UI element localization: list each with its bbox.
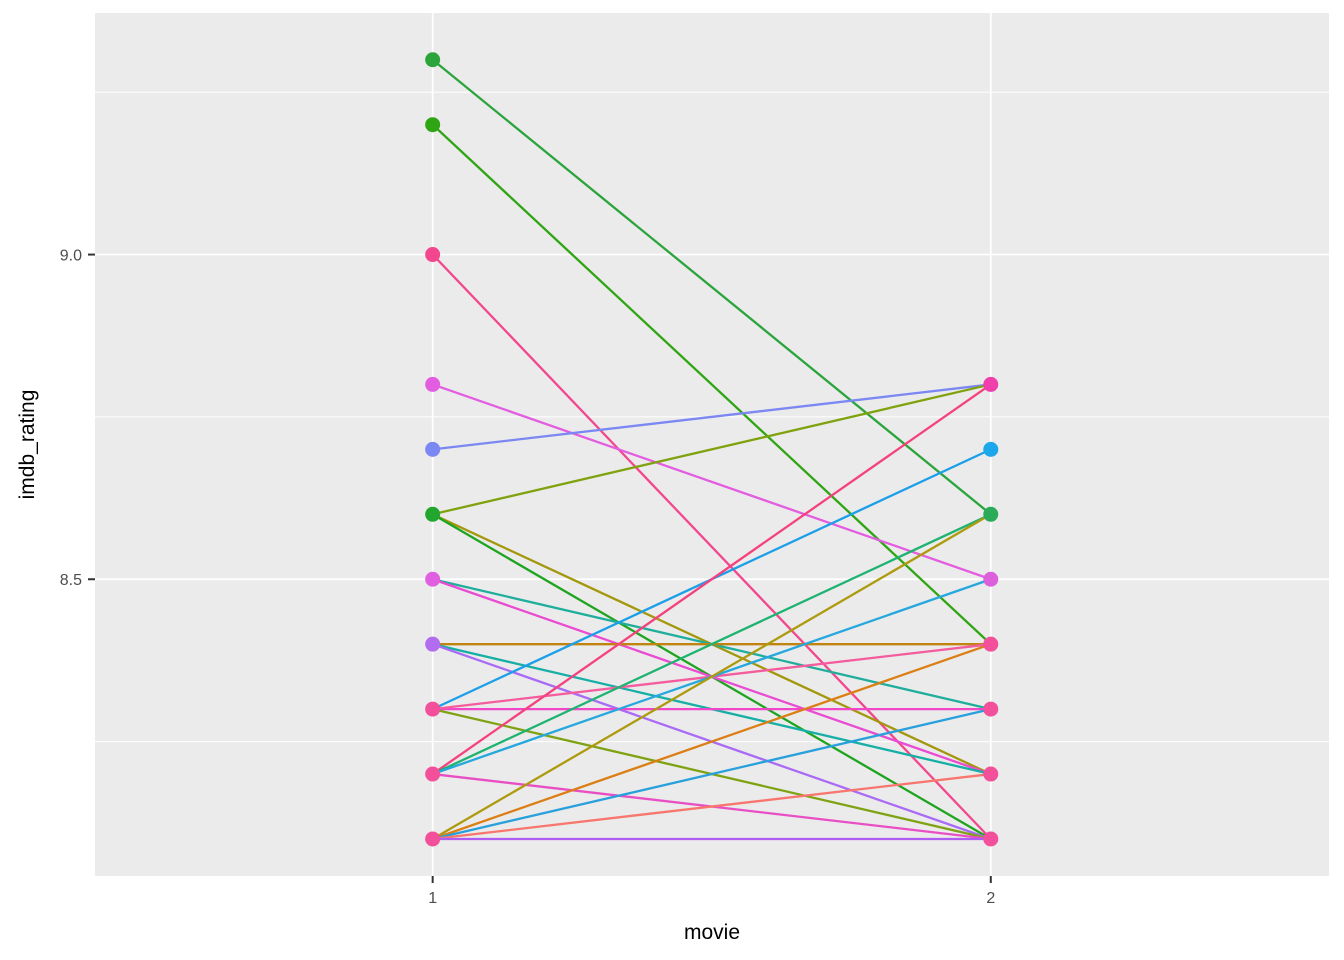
- data-point: [425, 52, 441, 68]
- y-axis-title: imdb_rating: [16, 390, 39, 500]
- data-point: [983, 701, 999, 717]
- series-line: [432, 383, 991, 451]
- data-point: [425, 701, 441, 717]
- data-point: [425, 247, 441, 263]
- data-point: [983, 376, 999, 392]
- data-point: [983, 636, 999, 652]
- series-line: [432, 513, 992, 840]
- axis-tick-labels: 1 2 9.0 8.5: [60, 248, 996, 907]
- x-axis-title: movie: [684, 921, 740, 944]
- data-point: [983, 766, 999, 782]
- panel-background: [95, 13, 1329, 876]
- series-line: [432, 707, 992, 841]
- y-tick-label: 9.0: [60, 248, 82, 265]
- data-point: [425, 571, 441, 587]
- x-tick-label: 2: [986, 890, 995, 907]
- series-line: [432, 513, 992, 776]
- x-tick-label: 1: [428, 890, 437, 907]
- data-points: [425, 52, 999, 847]
- axis-tick-marks: [88, 253, 992, 883]
- data-point: [425, 636, 441, 652]
- data-point: [983, 831, 999, 847]
- series-line: [432, 643, 992, 841]
- series-line: [432, 383, 992, 581]
- data-point: [425, 117, 441, 133]
- data-point: [425, 506, 441, 522]
- series-line: [431, 58, 992, 516]
- series-lines: [431, 58, 992, 841]
- y-tick-label: 8.5: [60, 572, 82, 589]
- data-point: [425, 441, 441, 457]
- series-line: [432, 383, 992, 775]
- data-point: [983, 571, 999, 587]
- data-point: [983, 506, 999, 522]
- data-point: [983, 441, 999, 457]
- data-point: [425, 766, 441, 782]
- data-point: [425, 831, 441, 847]
- data-point: [425, 376, 441, 392]
- series-line: [432, 383, 992, 516]
- series-line: [432, 772, 991, 841]
